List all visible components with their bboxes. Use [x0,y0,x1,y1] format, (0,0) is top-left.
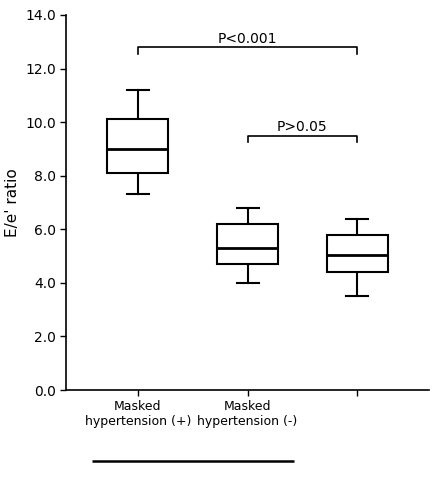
Bar [107,120,168,173]
Text: P>0.05: P>0.05 [277,120,328,134]
Bar [327,234,388,272]
Text: P<0.001: P<0.001 [218,32,277,46]
Bar [217,224,278,264]
Y-axis label: E/e' ratio: E/e' ratio [4,168,19,237]
